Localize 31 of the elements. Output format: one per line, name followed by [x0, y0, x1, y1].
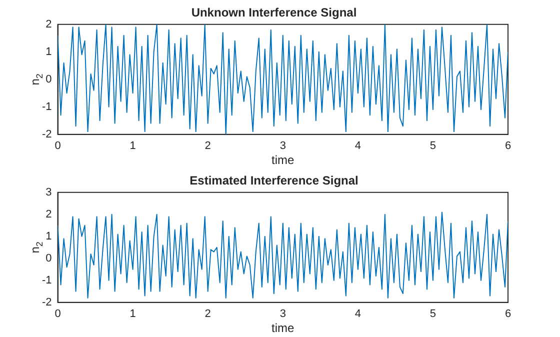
x-tick-label: 5 [430, 308, 436, 320]
x-axis-title: time [272, 153, 295, 168]
x-tick-label: 2 [204, 140, 211, 152]
y-tick-label: -1 [42, 100, 52, 113]
y-tick-label: -2 [42, 296, 52, 308]
x-tick-label: 2 [204, 308, 211, 320]
y-tick-label: -1 [42, 274, 52, 286]
y-axis-title: n2 [28, 74, 44, 86]
x-tick-label: 6 [504, 308, 512, 320]
x-tick-label: 5 [430, 140, 436, 152]
x-tick-label: 0 [54, 140, 61, 152]
y-tick-label: 2 [46, 208, 52, 220]
y-tick-label: 3 [46, 186, 52, 198]
y-tick-label: 1 [46, 46, 52, 58]
x-tick-label: 1 [130, 308, 136, 320]
y-tick-label: 0 [46, 73, 52, 86]
x-tick-label: 1 [130, 140, 136, 152]
y-tick-label: 1 [46, 230, 52, 242]
x-tick-label: 3 [280, 140, 286, 152]
chart-title: Unknown Interference Signal [191, 6, 357, 20]
x-tick-label: 0 [54, 308, 61, 320]
y-tick-label: 2 [46, 18, 52, 30]
x-tick-label: 6 [504, 140, 512, 152]
x-tick-label: 4 [354, 140, 361, 152]
y-tick-label: -2 [42, 128, 52, 140]
y-axis-title: n2 [28, 242, 44, 254]
x-tick-label: 4 [354, 308, 361, 320]
chart-title: Estimated Interference Signal [190, 174, 358, 188]
y-tick-label: 0 [46, 252, 52, 264]
x-tick-label: 3 [280, 308, 286, 320]
x-axis-title: time [272, 321, 295, 336]
